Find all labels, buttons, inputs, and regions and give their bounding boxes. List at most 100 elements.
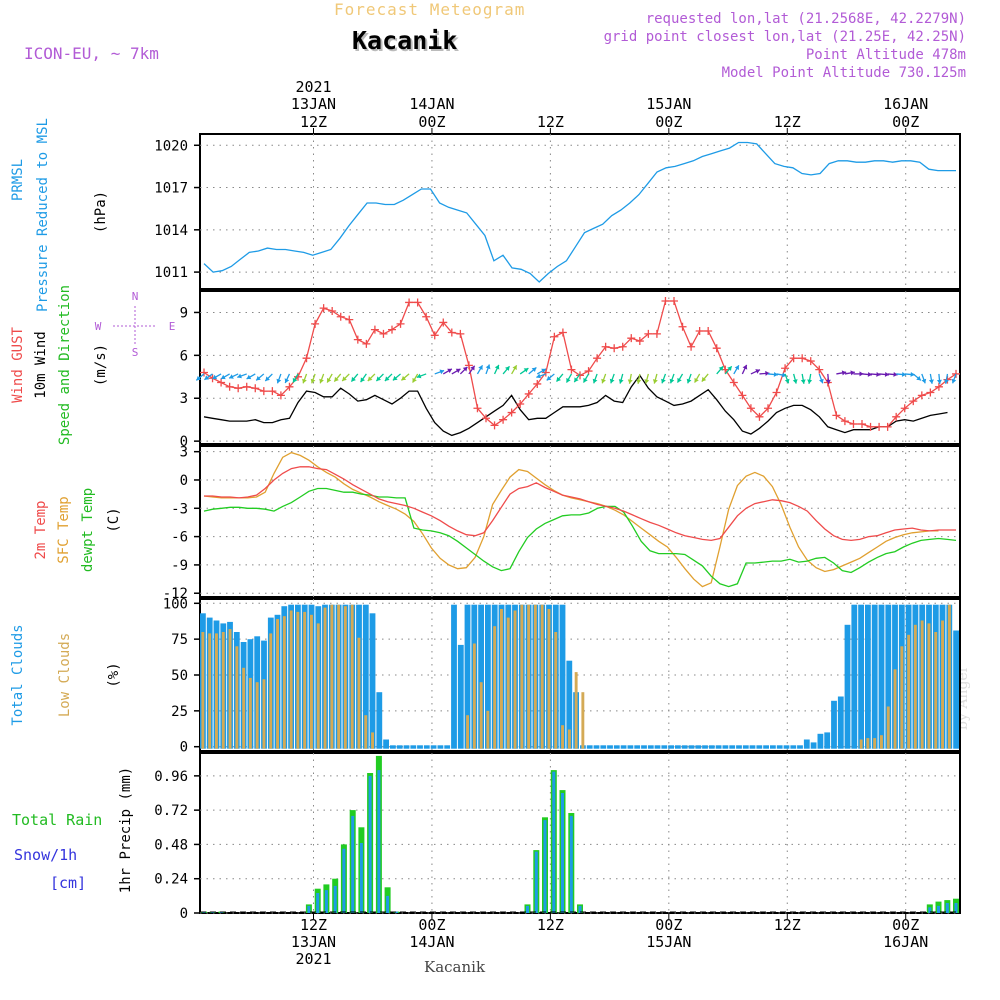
snow-bar [359, 843, 363, 913]
total-cloud-bar [715, 745, 722, 749]
wind-arrow [519, 367, 529, 375]
gust-marker [259, 387, 268, 396]
total-cloud-bar [627, 745, 634, 749]
total-cloud-bar [417, 745, 423, 749]
y-tick-label: 0 [180, 906, 188, 922]
time-label-date-bottom: 16JAN [883, 933, 928, 951]
y-tick-label: 0.96 [154, 769, 188, 785]
gust-marker [858, 419, 866, 428]
compass-e: E [169, 320, 176, 333]
total-cloud-bar [810, 742, 817, 749]
low-cloud-bar [886, 706, 890, 749]
total-cloud-bar [844, 624, 851, 749]
total-cloud-bar [634, 745, 641, 749]
wind-arrow [776, 372, 787, 378]
gust-marker [473, 404, 482, 413]
gust-marker [635, 337, 644, 346]
total-cloud-bar [457, 644, 464, 749]
gust-marker [490, 421, 499, 430]
gust-marker [815, 365, 824, 374]
total-cloud-bar [383, 739, 389, 749]
low-cloud-bar [276, 619, 279, 749]
y-tick-label: 6 [180, 348, 188, 364]
wind-arrow [936, 373, 942, 384]
low-cloud-bar [466, 715, 469, 749]
gust-marker [268, 387, 277, 396]
wind-arrow [921, 373, 927, 384]
total-cloud-bar [464, 604, 471, 749]
wind-arrow [733, 364, 740, 375]
snow-bar [351, 815, 355, 913]
wind-arrow [476, 364, 484, 375]
gust-marker [832, 411, 841, 420]
gust-marker [934, 382, 943, 391]
gust-marker [866, 422, 875, 431]
y-tick-label: 1020 [154, 138, 188, 154]
snow-bar [534, 851, 538, 913]
total-cloud-bar [722, 745, 729, 749]
wind-arrow [459, 366, 468, 375]
total-cloud-bar [770, 745, 776, 749]
y-tick-label: 9 [180, 305, 188, 321]
snow-bar [578, 905, 582, 913]
low-cloud-bar [561, 725, 564, 749]
wind-arrow [896, 372, 907, 377]
y-tick-label: 75 [171, 632, 188, 648]
snow-bar [937, 905, 940, 913]
low-cloud-bar [540, 604, 544, 749]
gust-marker [251, 384, 260, 393]
gust-marker [558, 328, 567, 337]
gust-marker [430, 331, 439, 340]
wind-arrow [928, 373, 934, 384]
total-cloud-bar [736, 745, 742, 749]
snow-bar [394, 911, 398, 913]
low-cloud-bar [343, 606, 347, 749]
gust-marker [276, 391, 285, 400]
low-cloud-bar [934, 632, 938, 749]
gust-marker [687, 342, 696, 351]
product-title: Forecast Meteogram [334, 0, 526, 19]
snow-bar [333, 885, 337, 913]
compass-s: S [132, 346, 139, 359]
y-tick-label: -6 [171, 530, 188, 546]
wind-arrow [750, 369, 761, 375]
gust-marker [200, 368, 208, 377]
snow-bar [386, 895, 390, 913]
time-label-hour-top: 00Z [892, 113, 919, 131]
wind-arrow [784, 373, 790, 384]
total-cloud-bar [390, 745, 396, 749]
gust-marker [396, 319, 405, 328]
model-altitude: Model Point Altitude 730.125m [721, 65, 966, 81]
total-cloud-bar [783, 745, 790, 749]
total-cloud-bar [763, 745, 769, 749]
gust-marker [379, 329, 388, 338]
wind-arrow [195, 373, 205, 381]
low-cloud-bar [242, 667, 246, 749]
time-label-hour-bottom: 00Z [655, 916, 682, 934]
point-altitude: Point Altitude 478m [805, 47, 966, 63]
total-cloud-bar [430, 745, 437, 749]
low-cloud-bar [330, 604, 334, 749]
model-label: ICON-EU, ~ 7km [24, 44, 159, 63]
wind-arrow [333, 373, 342, 383]
gust-marker [806, 357, 815, 366]
wind-arrow [536, 368, 547, 375]
wind-arrow [528, 367, 537, 375]
wind-arrow [861, 372, 873, 377]
low-cloud-bar [941, 620, 944, 749]
wind-arrow [360, 373, 367, 383]
gust-line [203, 300, 957, 428]
ylabel-prmsl: PRMSL [10, 159, 26, 201]
snow-bar [342, 848, 346, 913]
wind-arrow [284, 373, 291, 384]
ylabel-c: (C) [106, 507, 122, 532]
wind-arrow [546, 373, 555, 381]
time-label-hour-bottom: 12Z [774, 916, 801, 934]
wind-arrow [887, 372, 898, 377]
wind-arrow [565, 373, 573, 383]
low-cloud-bar [893, 669, 897, 749]
low-cloud-bar [208, 633, 212, 749]
gust-marker [900, 404, 909, 413]
low-cloud-bar [527, 604, 531, 749]
